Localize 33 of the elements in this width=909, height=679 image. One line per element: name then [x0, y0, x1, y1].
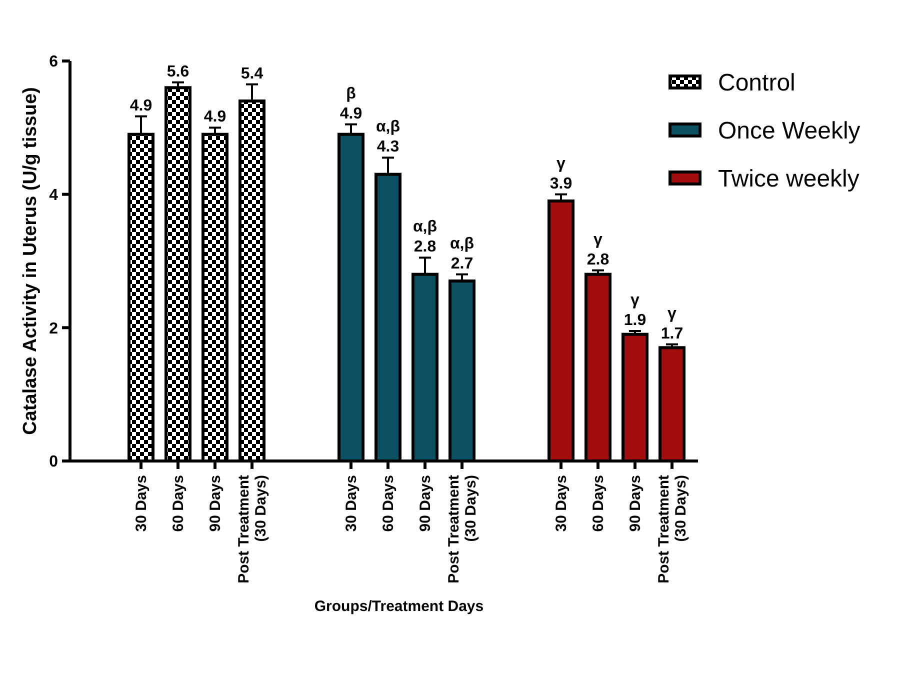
y-tick-label: 6	[49, 54, 58, 71]
legend-label: Once Weekly	[718, 117, 860, 144]
data-label: α,β 2.7	[450, 235, 474, 272]
x-tick-label: 30 Days	[553, 475, 570, 532]
y-tick-label: 0	[49, 454, 58, 471]
data-label: 4.9	[130, 97, 152, 114]
x-tick-label: 90 Days	[207, 475, 224, 532]
x-tick-label: 30 Days	[133, 475, 150, 532]
legend-label: Twice weekly	[718, 165, 860, 192]
x-tick-label: 60 Days	[170, 475, 187, 532]
x-tick-label: 90 Days	[417, 475, 434, 532]
x-tick-label: Post Treatment (30 Days)	[446, 474, 480, 584]
data-label: γ 2.8	[586, 231, 610, 268]
data-label: 4.9	[204, 108, 226, 126]
x-tick-label: 60 Days	[590, 475, 607, 532]
x-tick-label: 90 Days	[627, 475, 644, 532]
data-label: 5.4	[240, 65, 264, 82]
y-tick-label: 4	[49, 186, 58, 204]
data-label: α,β 4.3	[376, 118, 400, 156]
y-axis-title: Catalase Activity in Uterus (U/g tissue)	[20, 87, 41, 435]
data-label: γ 1.7	[660, 305, 684, 342]
y-tick-label: 2	[49, 320, 58, 338]
data-label: 5.6	[166, 63, 190, 80]
data-label: α,β 2.8	[412, 218, 438, 256]
x-tick-label: 60 Days	[380, 475, 397, 532]
data-label: β 4.9	[340, 85, 362, 122]
x-axis-title: Groups/Treatment Days	[314, 598, 484, 615]
x-tick-label: Post Treatment (30 Days)	[236, 474, 270, 584]
legend-label: Control	[718, 69, 796, 96]
data-label: γ 1.9	[624, 292, 646, 329]
x-tick-label: 30 Days	[343, 475, 360, 532]
x-tick-label: Post Treatment (30 Days)	[656, 474, 690, 584]
data-label: γ 3.9	[550, 155, 572, 192]
